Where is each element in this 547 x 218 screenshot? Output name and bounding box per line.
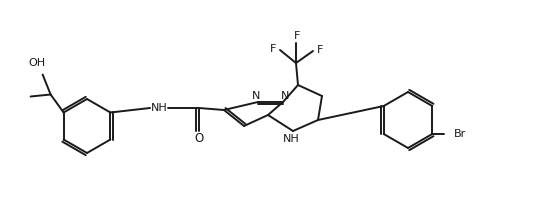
Text: F: F (294, 31, 300, 41)
Text: N: N (281, 91, 289, 101)
Text: NH: NH (283, 134, 299, 144)
Text: F: F (270, 44, 276, 54)
Text: F: F (317, 45, 323, 55)
Text: OH: OH (28, 58, 45, 68)
Text: NH: NH (150, 103, 167, 113)
Text: Br: Br (454, 129, 467, 139)
Text: O: O (194, 133, 203, 145)
Text: N: N (252, 91, 260, 101)
